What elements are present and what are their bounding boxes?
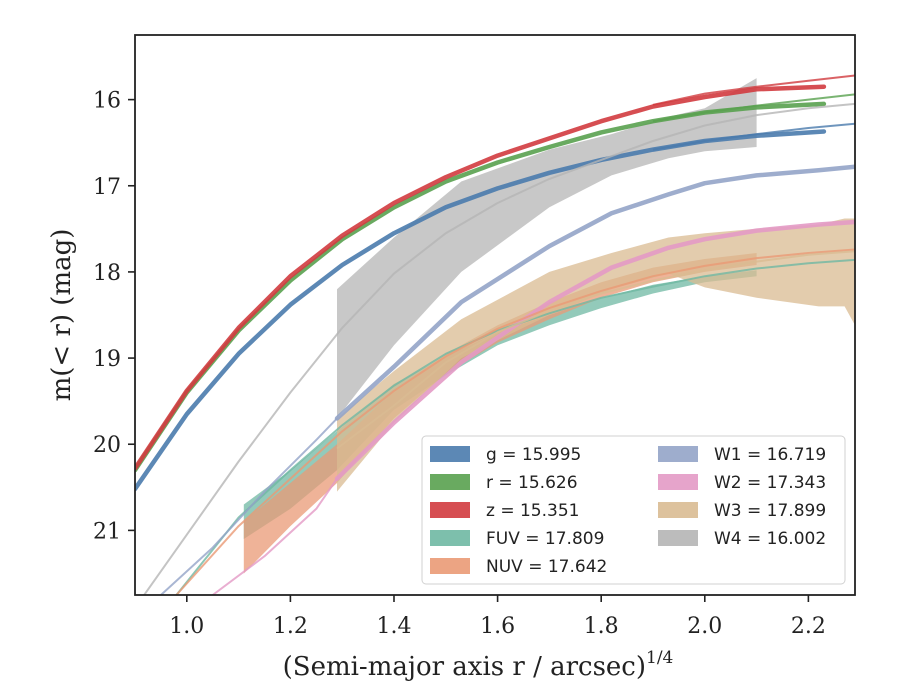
y-tick-label: 21 [93,519,121,544]
legend-swatch-w4 [658,530,698,546]
legend-label-w2: W2 = 17.343 [714,473,826,493]
legend-swatch-r [430,474,470,490]
data-lines [135,74,855,595]
x-axis-label-main: (Semi-major axis r / arcsec) [283,652,646,682]
legend-swatch-w1 [658,446,698,462]
legend-swatch-fuv [430,530,470,546]
legend-swatch-w2 [658,474,698,490]
legend-swatch-nuv [430,558,470,574]
fit-line-w1 [160,417,338,595]
x-tick-label: 2.2 [791,614,826,639]
x-tick-label: 2.0 [687,614,722,639]
fit-line-w4 [142,102,855,595]
band-w1 [334,164,855,421]
x-axis-label-exponent: 1/4 [646,648,673,668]
fit-line-g [652,122,855,151]
band-w2 [334,219,855,481]
legend-label-w4: W4 = 16.002 [714,529,826,549]
legend-swatch-w3 [658,502,698,518]
y-tick-label: 20 [93,433,121,458]
x-tick-label: 1.8 [584,614,619,639]
legend-label-w1: W1 = 16.719 [714,445,826,465]
fit-line-nuv [175,248,855,595]
band-z [135,84,827,471]
fit-line-w2 [212,478,338,595]
legend-label-g: g = 15.995 [486,445,581,465]
legend-label-fuv: FUV = 17.809 [486,529,604,549]
legend-swatch-g [430,446,470,462]
y-tick-label: 17 [93,175,121,200]
legend-box [421,435,846,585]
data-bands [243,78,855,574]
x-tick-label: 1.6 [480,614,515,639]
y-axis-label: m(< r) (mag) [47,229,77,402]
legend-label-r: r = 15.626 [486,473,578,493]
legend: g = 15.995 r = 15.626 z = 15.351 FUV = 17.8… [421,435,846,585]
band-w3 [337,218,855,492]
fit-line-r [652,93,855,123]
fit-line-w3 [336,250,855,450]
x-axis-label: (Semi-major axis r / arcsec)1/4 [283,648,674,682]
x-tick-label: 1.0 [169,614,204,639]
y-axis-ticks: 16 17 18 19 20 21 [93,89,135,544]
y-tick-label: 16 [93,89,121,114]
legend-swatch-z [430,502,470,518]
fit-line-z [652,74,855,106]
band-w4 [337,78,757,419]
x-tick-label: 1.2 [273,614,308,639]
x-tick-label: 1.4 [376,614,411,639]
plot-frame [134,34,856,596]
legend-label-nuv: NUV = 17.642 [486,557,607,577]
legend-label-z: z = 15.351 [486,501,579,521]
x-axis-ticks: 1.0 1.2 1.4 1.6 1.8 2.0 2.2 [169,595,826,639]
legend-label-w3: W3 = 17.899 [714,501,826,521]
y-tick-label: 19 [93,347,121,372]
y-tick-label: 18 [93,261,121,286]
